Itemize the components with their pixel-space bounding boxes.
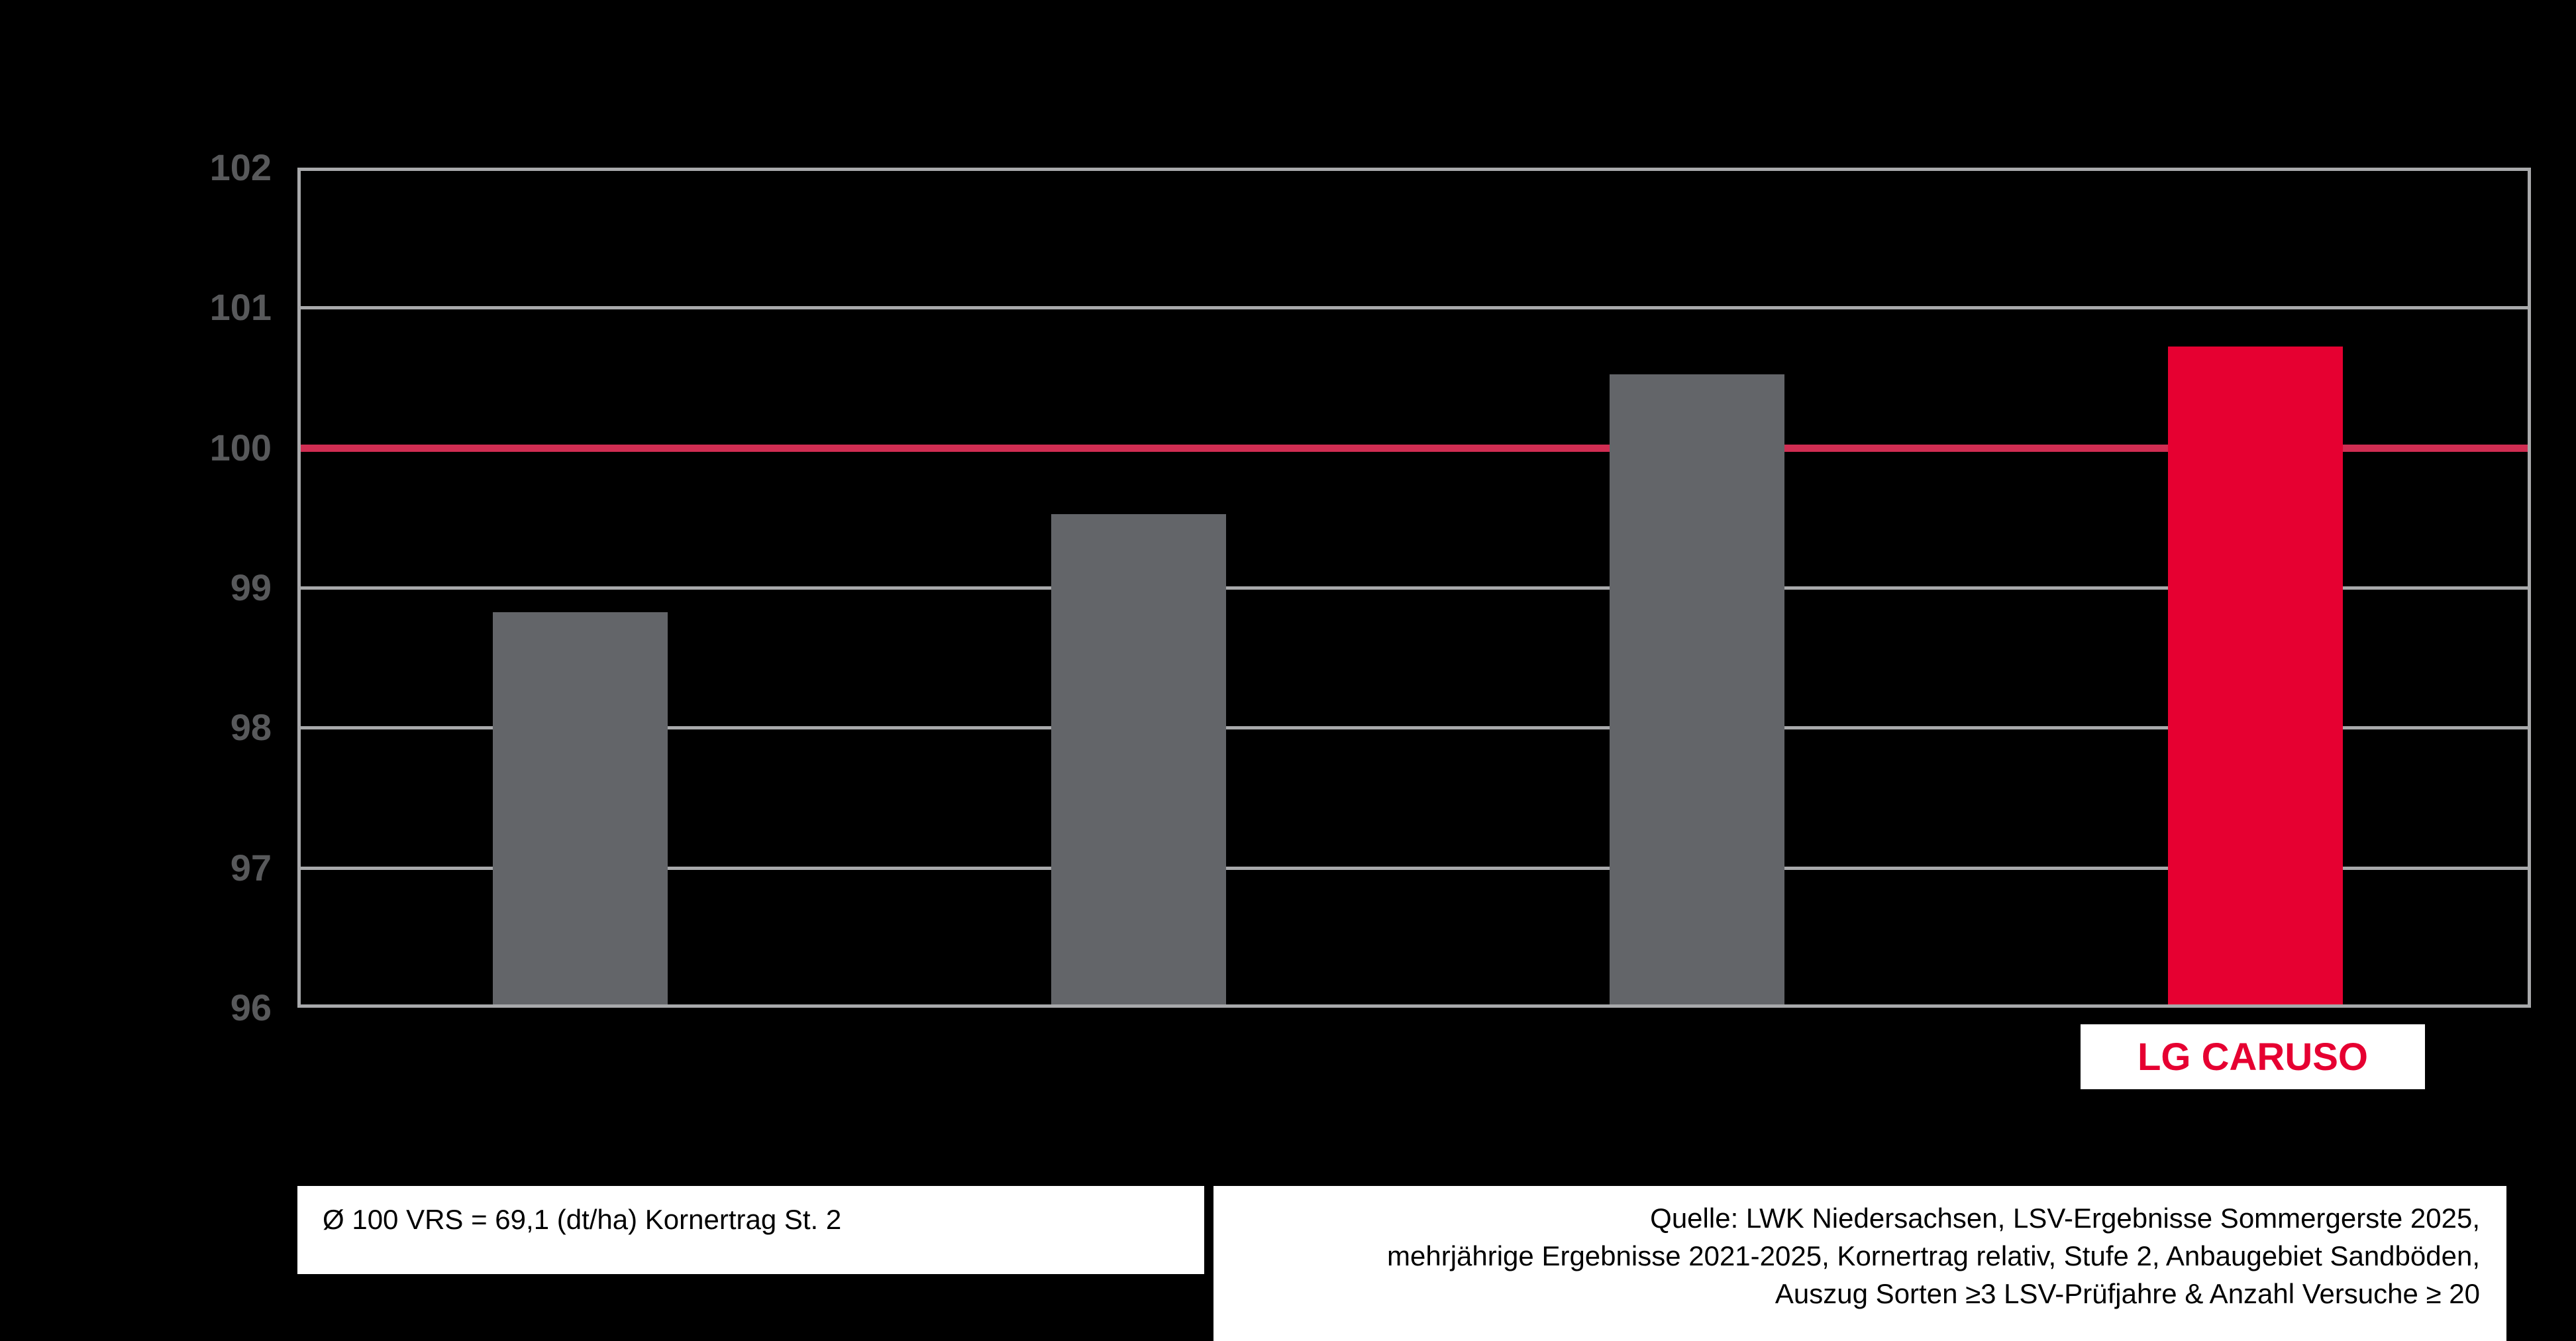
source-line-3: Auszug Sorten ≥3 LSV-Prüfjahre & Anzahl … (1775, 1278, 2480, 1309)
bar-variety-1 (493, 612, 668, 1004)
y-axis-tick-label-97: 97 (230, 846, 272, 888)
bar-variety-2 (1051, 514, 1226, 1004)
chart-plot-area (297, 168, 2531, 1008)
gridline-98 (301, 726, 2528, 730)
bar-variety-3 (1610, 374, 1784, 1004)
y-axis-tick-label-99: 99 (230, 566, 272, 608)
reference-line-100 (301, 444, 2528, 452)
source-line-2: mehrjährige Ergebnisse 2021-2025, Korner… (1387, 1240, 2480, 1271)
gridline-99 (301, 586, 2528, 590)
gridline-101 (301, 306, 2528, 310)
y-axis-tick-label-96: 96 (230, 987, 272, 1028)
y-axis-tick-label-101: 101 (209, 286, 272, 329)
gridline-97 (301, 866, 2528, 870)
bar-lg-caruso (2168, 347, 2343, 1004)
highlight-label: LG CARUSO (2138, 1035, 2368, 1079)
y-axis-tick-label-102: 102 (209, 146, 272, 188)
highlight-label-box: LG CARUSO (2081, 1024, 2425, 1089)
source-box: Quelle: LWK Niedersachsen, LSV-Ergebniss… (1213, 1186, 2506, 1341)
source-line-1: Quelle: LWK Niedersachsen, LSV-Ergebniss… (1650, 1203, 2480, 1234)
footnote-left-box: Ø 100 VRS = 69,1 (dt/ha) Kornertrag St. … (297, 1186, 1204, 1274)
y-axis-tick-label-98: 98 (230, 706, 272, 749)
y-axis-tick-label-100: 100 (209, 426, 272, 468)
footnote-left-text: Ø 100 VRS = 69,1 (dt/ha) Kornertrag St. … (323, 1204, 842, 1235)
